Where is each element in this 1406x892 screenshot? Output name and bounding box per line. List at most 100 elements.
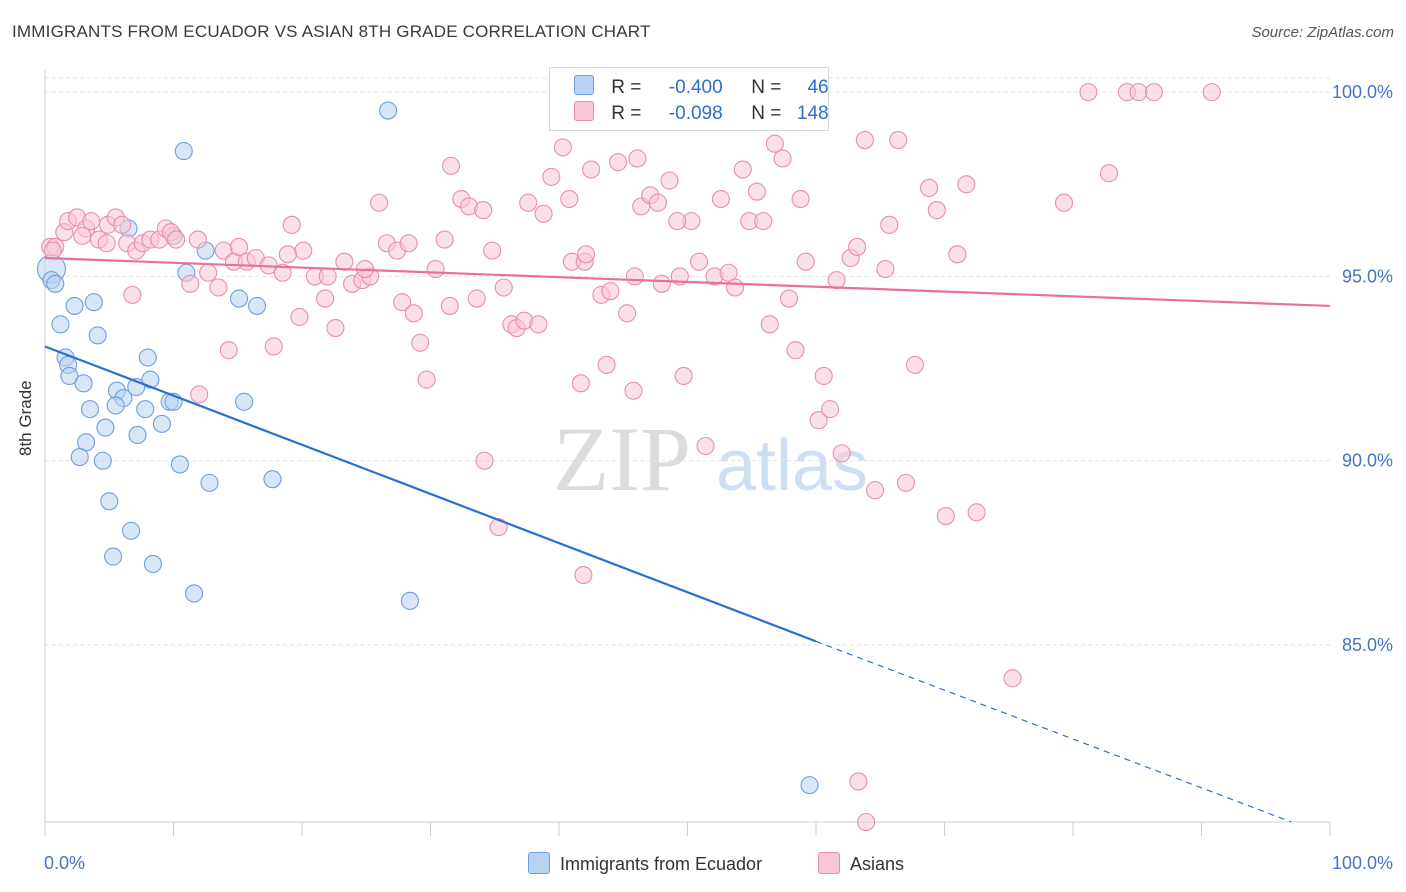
x-tick-label: 0.0%	[44, 853, 85, 873]
asians-point	[648, 193, 667, 212]
asians-point	[188, 230, 207, 249]
stats-legend-row-asians: R = -0.098 N = 148	[574, 101, 829, 125]
ecuador-point	[800, 776, 819, 795]
asians-point	[440, 296, 459, 315]
asians-point	[411, 333, 430, 352]
asians-point	[442, 156, 461, 175]
ecuador-point	[100, 492, 119, 511]
asians-point	[1099, 164, 1119, 183]
asians-point	[553, 138, 572, 157]
asians-point	[827, 271, 846, 290]
asians-point	[582, 160, 601, 179]
tick-labels: 85.0% 90.0% 95.0% 100.0% 0.0% 100.0%	[44, 82, 1393, 873]
asians-point	[848, 237, 867, 256]
legend-item-ecuador[interactable]: Immigrants from Ecuador	[528, 852, 762, 875]
ecuador-point	[263, 470, 282, 489]
ecuador-point	[185, 584, 204, 603]
asians-point	[97, 234, 116, 253]
asians-point	[199, 263, 218, 282]
r-value: -0.400	[668, 77, 723, 98]
asians-point	[905, 355, 924, 374]
asians-point	[282, 215, 301, 234]
ecuador-point	[88, 326, 107, 345]
asians-point	[821, 400, 840, 419]
asians-point	[849, 772, 868, 791]
asians-point	[880, 215, 899, 234]
asians-point	[475, 451, 494, 470]
asians-point	[529, 315, 548, 334]
asians-point	[542, 167, 561, 186]
asians-point	[773, 149, 792, 168]
asians-point	[43, 241, 62, 260]
axes	[44, 70, 1331, 836]
ecuador-point	[70, 448, 89, 467]
asians-point	[609, 153, 628, 172]
n-value: 148	[796, 103, 829, 124]
asians-point	[796, 252, 815, 271]
ecuador-point	[65, 296, 84, 315]
asians-point	[711, 189, 730, 209]
asians-point	[316, 289, 335, 308]
asians-point	[936, 506, 955, 526]
asians-point	[957, 175, 976, 194]
ecuador-point	[74, 374, 93, 393]
asians-point	[326, 318, 345, 338]
asians-point	[690, 252, 709, 271]
asians-point	[779, 289, 799, 308]
asians-point	[1054, 193, 1074, 212]
asians-point	[747, 182, 766, 201]
asians-point	[404, 304, 423, 323]
ecuador-point	[235, 392, 254, 411]
y-tick-label: 90.0%	[1342, 451, 1393, 471]
asians-point	[809, 411, 828, 430]
asians-point	[814, 366, 833, 386]
asians-point	[278, 245, 297, 264]
ecuador-point	[104, 547, 123, 566]
asians-point	[190, 385, 209, 404]
asians-point	[113, 215, 132, 234]
ecuador-trend-line	[44, 345, 817, 643]
asians-point	[652, 274, 671, 293]
legend-label-asians: Asians	[850, 854, 905, 874]
ecuador-point	[141, 370, 160, 389]
asians-point	[474, 201, 493, 220]
asians-point	[760, 315, 779, 334]
r-label: R =	[611, 103, 642, 124]
asians-point	[576, 245, 596, 264]
ecuador-point	[143, 554, 162, 574]
asians-point	[920, 178, 939, 198]
ecuador-trend-extension	[815, 640, 1292, 823]
ecuador-point	[93, 451, 112, 470]
asians-point	[264, 337, 283, 356]
n-label: N =	[751, 103, 782, 124]
asians-point	[624, 381, 643, 400]
ecuador-point	[136, 400, 155, 419]
ecuador-point	[128, 425, 147, 444]
asians-point	[519, 193, 538, 212]
data-points	[36, 83, 1221, 832]
asians-point	[696, 436, 715, 456]
ecuador-point	[152, 414, 171, 433]
ecuador-point	[138, 348, 157, 367]
asians-point	[393, 293, 412, 312]
asians-point	[855, 130, 874, 150]
asians-point	[273, 263, 292, 282]
asians-point	[601, 282, 620, 301]
asians-point	[181, 274, 200, 293]
ecuador-point	[200, 473, 219, 492]
asians-point	[597, 355, 616, 374]
ecuador-point	[51, 315, 70, 334]
asians-point	[219, 341, 238, 360]
asians-point	[574, 565, 593, 585]
asians-point	[1202, 83, 1221, 102]
legend-swatch-ecuador	[528, 852, 550, 874]
asians-point	[674, 366, 693, 386]
asians-point	[294, 241, 313, 260]
y-tick-label: 85.0%	[1342, 635, 1393, 655]
asians-point	[399, 234, 418, 253]
asians-point	[534, 204, 553, 223]
asians-point	[967, 503, 986, 522]
legend-swatch-asians	[818, 852, 840, 874]
legend-item-asians[interactable]: Asians	[818, 852, 904, 875]
